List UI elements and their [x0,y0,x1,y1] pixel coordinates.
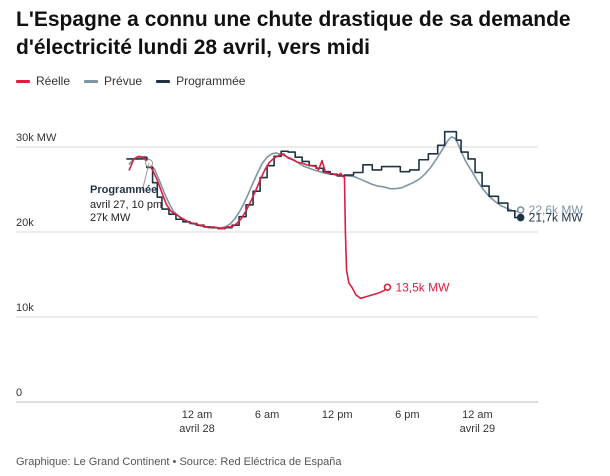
endpoint-marker [516,213,525,222]
legend-swatch [84,79,99,83]
series-line-programmée [126,130,522,230]
legend-swatch [156,79,171,83]
legend-item: Prévue [84,74,142,88]
x-tick-label: 6 pm [395,409,419,421]
endpoint-marker [383,283,392,292]
x-tick-label: 12 am [182,409,213,421]
chart-title: L'Espagne a connu une chute drastique de… [16,8,571,59]
chart-legend: Réelle Prévue Programmée [16,74,245,88]
chart-source: Graphique: Le Grand Continent • Source: … [16,456,342,468]
annotation-title: Programmée [90,184,157,196]
endpoint-marker [516,206,525,214]
x-tick-label: 12 pm [322,409,353,421]
x-tick-sublabel: avril 29 [460,423,495,435]
y-tick-label: 20k [16,217,34,229]
legend-item: Réelle [16,74,70,88]
x-tick-label: 6 am [255,409,279,421]
y-tick-label: 30k MW [16,132,57,144]
x-tick-sublabel: avril 28 [179,423,214,435]
series-line-réelle [128,153,389,300]
annotation-connector [141,163,150,192]
legend-item: Programmée [156,74,245,88]
y-tick-label: 10k [16,302,34,314]
annotation-value: 27k MW [90,212,131,224]
endpoint-label: 21,7k MW [529,211,584,225]
legend-label: Prévue [104,74,143,88]
endpoint-label: 13,5k MW [395,280,450,294]
legend-label: Programmée [176,74,246,88]
endpoint-label: 22,6k MW [529,203,584,217]
y-tick-label: 0 [16,387,22,399]
series-line-prévue [128,136,522,229]
annotation-time: avril 27, 10 pm [90,199,162,211]
legend-label: Réelle [36,74,71,88]
legend-swatch [16,79,30,83]
x-tick-label: 12 am [462,409,493,421]
